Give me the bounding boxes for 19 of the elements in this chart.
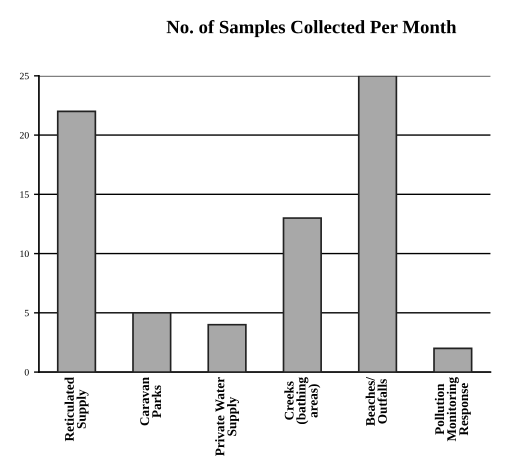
y-tick-label: 0 bbox=[24, 369, 29, 376]
x-tick-label: Caravan Parks bbox=[140, 377, 162, 426]
bar bbox=[282, 217, 322, 372]
x-tick-label: Private Water Supply bbox=[215, 377, 240, 456]
bar bbox=[132, 312, 172, 372]
y-tick-label: 25 bbox=[20, 72, 29, 80]
x-tick-label: Creeks (bathing areas) bbox=[284, 377, 320, 424]
chart-title: No. of Samples Collected Per Month bbox=[166, 20, 456, 38]
bar bbox=[207, 324, 247, 372]
bar bbox=[56, 110, 96, 372]
x-tick-label: Reticulated Supply bbox=[64, 377, 89, 442]
x-tick-label: Beaches/ Outfalls bbox=[366, 376, 387, 426]
y-tick-label: 10 bbox=[20, 250, 29, 258]
bar bbox=[433, 348, 472, 372]
bar bbox=[358, 76, 398, 372]
y-tick-label: 15 bbox=[20, 191, 29, 198]
y-tick-label: 5 bbox=[24, 310, 29, 316]
x-tick-label: Pollution Monitoring Response bbox=[434, 377, 471, 442]
y-tick-label: 20 bbox=[20, 132, 29, 139]
